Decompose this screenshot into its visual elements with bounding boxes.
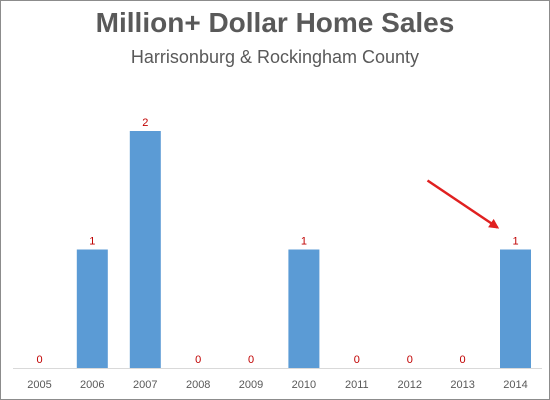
chart-title: Million+ Dollar Home Sales [95, 7, 455, 38]
x-tick-label-2010: 2010 [292, 379, 316, 391]
data-label-2011: 0 [354, 354, 360, 366]
bar-2006 [76, 249, 108, 368]
x-tick-label-2008: 2008 [186, 379, 210, 391]
data-label-2009: 0 [248, 354, 254, 366]
x-tick-label-2005: 2005 [27, 379, 51, 391]
annotation-arrow [426, 179, 500, 229]
bar-2010 [288, 249, 320, 368]
x-tick-label-2012: 2012 [398, 379, 422, 391]
data-label-2007: 2 [142, 117, 148, 129]
x-tick-label-2009: 2009 [239, 379, 263, 391]
bar-2007 [129, 131, 161, 368]
x-tick-label-2013: 2013 [450, 379, 474, 391]
chart-subtitle: Harrisonburg & Rockingham County [130, 47, 420, 67]
bar-2014 [500, 249, 531, 368]
data-label-2013: 0 [460, 354, 466, 366]
x-tick-label-2007: 2007 [133, 379, 157, 391]
data-label-2010: 1 [301, 236, 307, 248]
data-label-2008: 0 [195, 354, 201, 366]
data-label-2014: 1 [512, 236, 518, 248]
data-label-2005: 0 [36, 354, 42, 366]
x-tick-label-2011: 2011 [345, 379, 369, 391]
x-tick-label-2006: 2006 [80, 379, 104, 391]
data-label-2006: 1 [89, 236, 95, 248]
x-tick-label-2014: 2014 [503, 379, 527, 391]
data-label-2012: 0 [407, 354, 413, 366]
